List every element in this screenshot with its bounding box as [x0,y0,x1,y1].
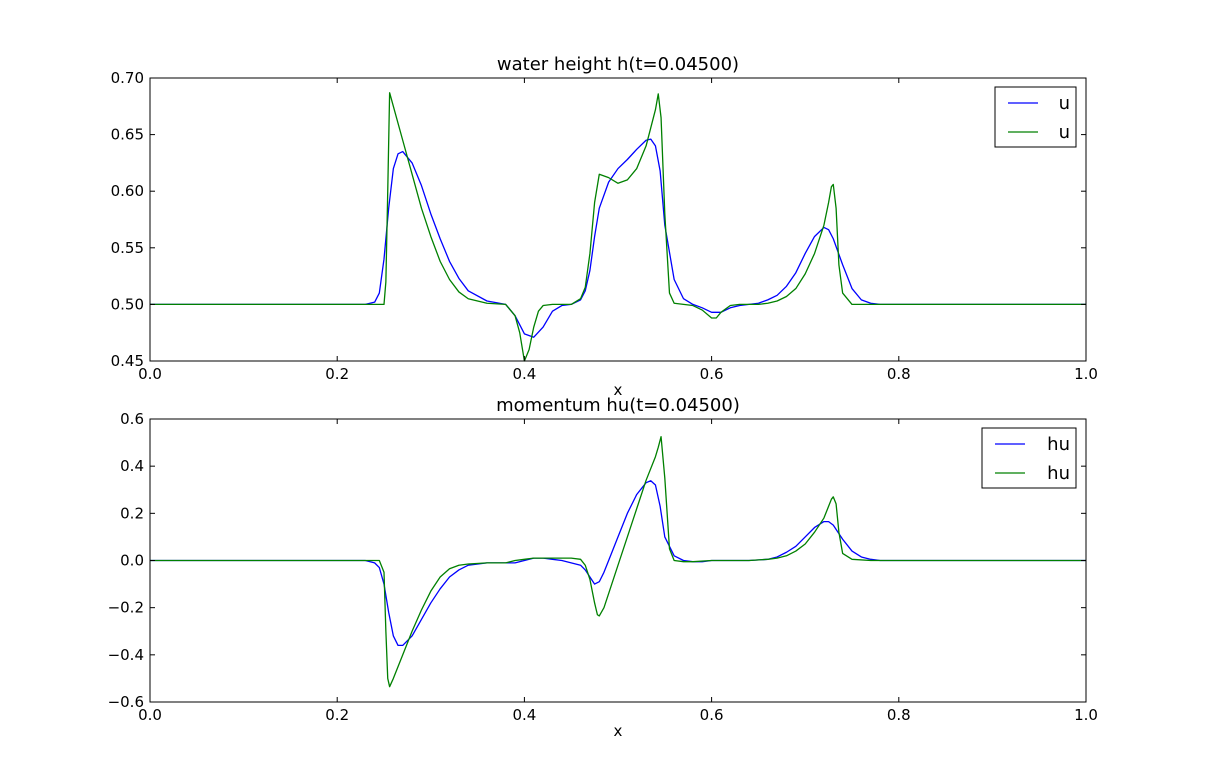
chart-title: momentum hu(t=0.04500) [496,395,740,416]
x-tick-label: 0.4 [512,365,536,383]
legend-label: u [1059,122,1070,143]
x-tick-labels: 0.0 0.2 0.4 0.6 0.8 1.0 [138,365,1098,383]
x-tick-label: 0.8 [887,365,911,383]
x-tick-label: 0.6 [700,706,724,724]
x-tick-label: 0.6 [700,365,724,383]
x-axis-label: x [614,381,623,399]
series-line-2 [150,436,1086,688]
plot-lines [150,436,1086,688]
y-tick-label: 0.0 [120,552,144,570]
y-tick-label: 0.6 [120,410,144,428]
x-tick-label: 0.2 [325,706,349,724]
x-tick-label: 0.4 [512,706,536,724]
x-tick-labels: 0.0 0.2 0.4 0.6 0.8 1.0 [138,706,1098,724]
legend-label: hu [1047,434,1070,455]
series-line-1 [150,138,1086,338]
x-tick-label: 0.0 [138,365,162,383]
plot-lines [150,92,1086,362]
x-axis-label: x [614,722,623,740]
chart-title: water height h(t=0.04500) [497,54,739,75]
legend: uu [994,86,1077,148]
axis-ticks [149,77,1087,362]
axes-frame [149,77,1087,362]
y-tick-label: −0.2 [108,599,144,617]
series-line-1 [150,480,1086,647]
y-tick-label: 0.2 [120,504,144,522]
y-tick-labels: 0.45 0.50 0.55 0.60 0.65 0.70 [111,69,144,370]
legend: hu hu [981,427,1077,489]
y-tick-label: −0.4 [108,646,144,664]
y-tick-label: −0.6 [108,693,144,711]
y-tick-label: 0.4 [120,457,144,475]
y-tick-label: 0.50 [111,295,144,313]
x-tick-label: 1.0 [1074,365,1098,383]
y-tick-label: 0.65 [111,126,144,144]
x-tick-label: 0.8 [887,706,911,724]
x-tick-label: 1.0 [1074,706,1098,724]
water-height-chart: water height h(t=0.04500) 0.0 0.2 0.4 0.6 0.… [111,54,1098,399]
y-tick-label: 0.60 [111,182,144,200]
y-tick-labels: −0.6 −0.4 −0.2 0.0 0.2 0.4 0.6 [108,410,144,711]
axis-ticks [149,418,1087,703]
momentum-chart: momentum hu(t=0.04500) 0.0 0.2 0.4 0.6 0.8 1.… [108,395,1098,740]
legend-box [994,86,1077,148]
y-tick-label: 0.70 [111,69,144,87]
legend-box [981,427,1077,489]
legend-label: u [1059,93,1070,114]
y-tick-label: 0.55 [111,239,144,257]
x-tick-label: 0.2 [325,365,349,383]
x-tick-label: 0.0 [138,706,162,724]
series-line-2 [150,92,1086,362]
legend-label: hu [1047,463,1070,484]
y-tick-label: 0.45 [111,352,144,370]
